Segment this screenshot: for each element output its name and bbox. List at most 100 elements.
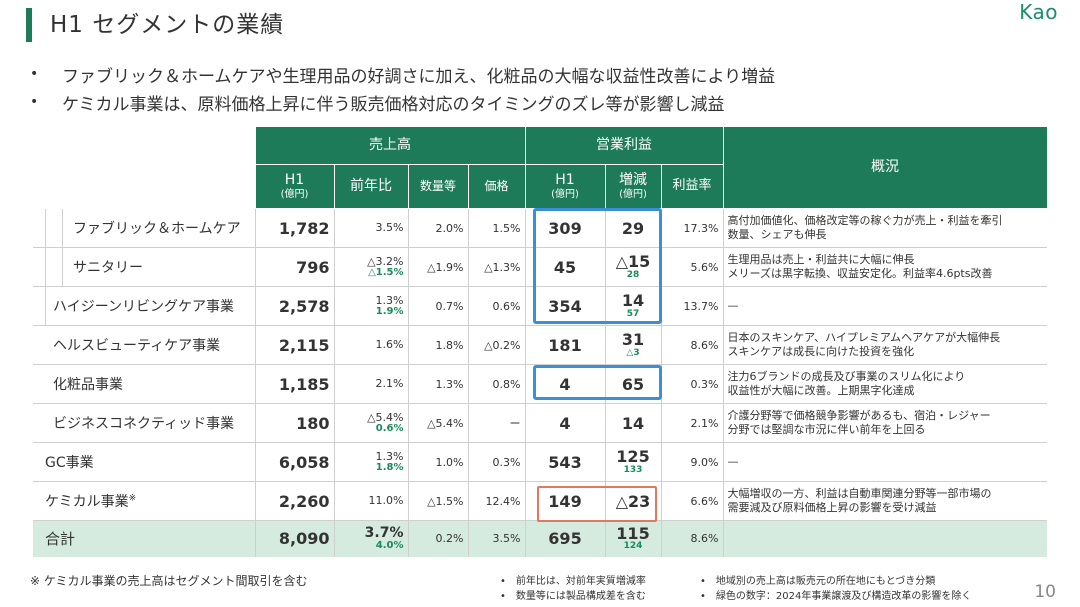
page-title: H1 セグメントの業績	[50, 12, 285, 38]
header-summary: 概況	[722, 126, 1048, 209]
summary-note: 生理用品は売上・利益共に大幅に伸長 メリーズは黒字転換、収益安定化。利益率4.6p…	[722, 247, 1047, 287]
bullet-text: ケミカル事業は、原料価格上昇に伴う販売価格対応のタイミングのズレ等が影響し減益	[62, 94, 725, 115]
segment-name: 化粧品事業	[33, 364, 255, 404]
margin-value: 5.6%	[660, 247, 723, 287]
total-price: 3.5%	[467, 520, 525, 557]
header-margin: 利益率	[660, 164, 724, 209]
notes-right: • 地域別の売上高は販売元の所在地にもとづき分類 • 緑色の数字：2024年事業…	[700, 574, 971, 604]
page-number: 10	[1034, 582, 1056, 602]
highlight-box-chemical	[537, 486, 657, 522]
margin-value: 8.6%	[660, 325, 723, 365]
total-sales: 8,090	[254, 520, 334, 557]
title-accent-bar	[26, 8, 32, 42]
price-value: 12.4%	[467, 481, 525, 521]
header-op-h1: H1 (億円)	[524, 164, 606, 209]
kao-logo: Kao	[1019, 0, 1058, 24]
volume-value: △1.5%	[407, 481, 468, 521]
table-row: ビジネスコネクティッド事業 180 △5.4% 0.6% △5.4% ー 4 14…	[33, 403, 1047, 443]
total-op: 695	[524, 520, 605, 557]
volume-value: 1.0%	[407, 442, 468, 482]
note-item: • 数量等には製品構成差を含む	[500, 591, 646, 602]
summary-note: —	[722, 442, 1047, 482]
price-value: 0.3%	[467, 442, 525, 482]
hierarchy-line	[45, 209, 46, 326]
header-yoy: 前年比	[333, 164, 409, 209]
margin-value: 0.3%	[660, 364, 723, 404]
table-row: ヘルスビューティケア事業 2,115 1.6% 1.8% △0.2% 181 3…	[33, 325, 1047, 365]
highlight-box-hygiene	[533, 208, 662, 324]
sales-value: 1,782	[254, 208, 334, 248]
op-value: 543	[524, 442, 605, 482]
summary-note: 注力6ブランドの成長及び事業のスリム化により 収益性が大幅に改善。上期黒字化達成	[722, 364, 1047, 404]
sales-value: 2,578	[254, 286, 334, 326]
segment-name: ハイジーンリビングケア事業	[33, 286, 255, 326]
total-yoy: 3.7% 4.0%	[333, 520, 408, 557]
header-op-group: 営業利益	[524, 126, 724, 165]
header-price: 価格	[467, 164, 526, 209]
summary-note: 高付加価値化、価格改定等の稼ぐ力が売上・利益を牽引 数量、シェアも伸長	[722, 208, 1047, 248]
total-margin: 8.6%	[660, 520, 723, 557]
table-row: ハイジーンリビングケア事業 2,578 1.3% 1.9% 0.7% 0.6% 3…	[33, 286, 1047, 326]
table-row: ファブリック＆ホームケア 1,782 3.5% 2.0% 1.5% 309 29…	[33, 208, 1047, 248]
summary-note: —	[722, 286, 1047, 326]
change-value: △15 28	[604, 247, 661, 287]
bullet-dot-icon: •	[30, 94, 39, 110]
summary-note: 大幅増収の一方、利益は自動車関連分野等一部市場の 需要減及び原料価格上昇の影響を受…	[722, 481, 1047, 521]
bullet-dot-icon: •	[700, 576, 716, 587]
summary-bullets: • ファブリック＆ホームケアや生理用品の好調さに加え、化粧品の大幅な収益性改善に…	[30, 60, 1050, 116]
table-row: ケミカル事業※ 2,260 11.0% △1.5% 12.4% 149 △23 …	[33, 481, 1047, 521]
price-value: 1.5%	[467, 208, 525, 248]
header-blank	[33, 126, 255, 209]
notes-middle: • 前年比は、対前年実質増減率 • 数量等には製品構成差を含む	[500, 574, 646, 604]
footnote-mark: ※	[128, 493, 137, 504]
yoy-value: 11.0%	[333, 481, 408, 521]
table-row: 化粧品事業 1,185 2.1% 1.3% 0.8% 4 65 0.3% 注力6…	[33, 364, 1047, 404]
op-value: 181	[524, 325, 605, 365]
note-item: • 前年比は、対前年実質増減率	[500, 576, 646, 587]
sales-value: 180	[254, 403, 334, 443]
header-volume: 数量等	[407, 164, 469, 209]
change-value: 14	[604, 403, 661, 443]
price-value: △0.2%	[467, 325, 525, 365]
change-value: 31 △3	[604, 325, 661, 365]
change-value: 14 57	[604, 286, 661, 326]
price-value: 0.6%	[467, 286, 525, 326]
volume-value: 1.8%	[407, 325, 468, 365]
total-summary	[722, 520, 1047, 557]
header-sales-h1: H1 (億円)	[254, 164, 335, 209]
segment-name: ケミカル事業※	[33, 481, 255, 521]
total-label: 合計	[33, 520, 255, 557]
price-value: △1.3%	[467, 247, 525, 287]
bullet-dot-icon: •	[500, 591, 516, 602]
total-volume: 0.2%	[407, 520, 468, 557]
yoy-value: 1.3% 1.8%	[333, 442, 408, 482]
header-sales-group: 売上高	[254, 126, 526, 165]
margin-value: 9.0%	[660, 442, 723, 482]
header-change: 増減 (億円)	[604, 164, 662, 209]
yoy-value: 1.6%	[333, 325, 408, 365]
volume-value: 2.0%	[407, 208, 468, 248]
margin-value: 6.6%	[660, 481, 723, 521]
sales-value: 2,260	[254, 481, 334, 521]
price-value: 0.8%	[467, 364, 525, 404]
total-row: 合計 8,090 3.7% 4.0% 0.2% 3.5% 695 115 124 8…	[33, 520, 1047, 557]
yoy-value: 1.3% 1.9%	[333, 286, 408, 326]
margin-value: 17.3%	[660, 208, 723, 248]
margin-value: 2.1%	[660, 403, 723, 443]
yoy-value: 3.5%	[333, 208, 408, 248]
op-value: 309	[524, 208, 605, 248]
summary-note: 介護分野等で価格競争影響があるも、宿泊・レジャー 分野では堅調な市況に伴い前年を上…	[722, 403, 1047, 443]
op-value: 4	[524, 403, 605, 443]
total-change: 115 124	[604, 520, 661, 557]
summary-note: 日本のスキンケア、ハイプレミアムヘアケアが大幅伸長 スキンケアは成長に向けた投資を…	[722, 325, 1047, 365]
sales-value: 6,058	[254, 442, 334, 482]
bullet-dot-icon: •	[500, 576, 516, 587]
yoy-value: 2.1%	[333, 364, 408, 404]
segment-results-table: 売上高 営業利益 概況 H1 (億円) 前年比 数量等 価格 H1 (億円) 増減(…	[33, 126, 1048, 557]
segment-name: ファブリック＆ホームケア	[33, 208, 255, 248]
bullet-dot-icon: •	[30, 66, 39, 82]
bullet-text: ファブリック＆ホームケアや生理用品の好調さに加え、化粧品の大幅な収益性改善により…	[62, 66, 776, 87]
volume-value: 1.3%	[407, 364, 468, 404]
footnote: ※ ケミカル事業の売上高はセグメント間取引を含む	[30, 574, 308, 588]
bullet-dot-icon: •	[700, 591, 716, 602]
